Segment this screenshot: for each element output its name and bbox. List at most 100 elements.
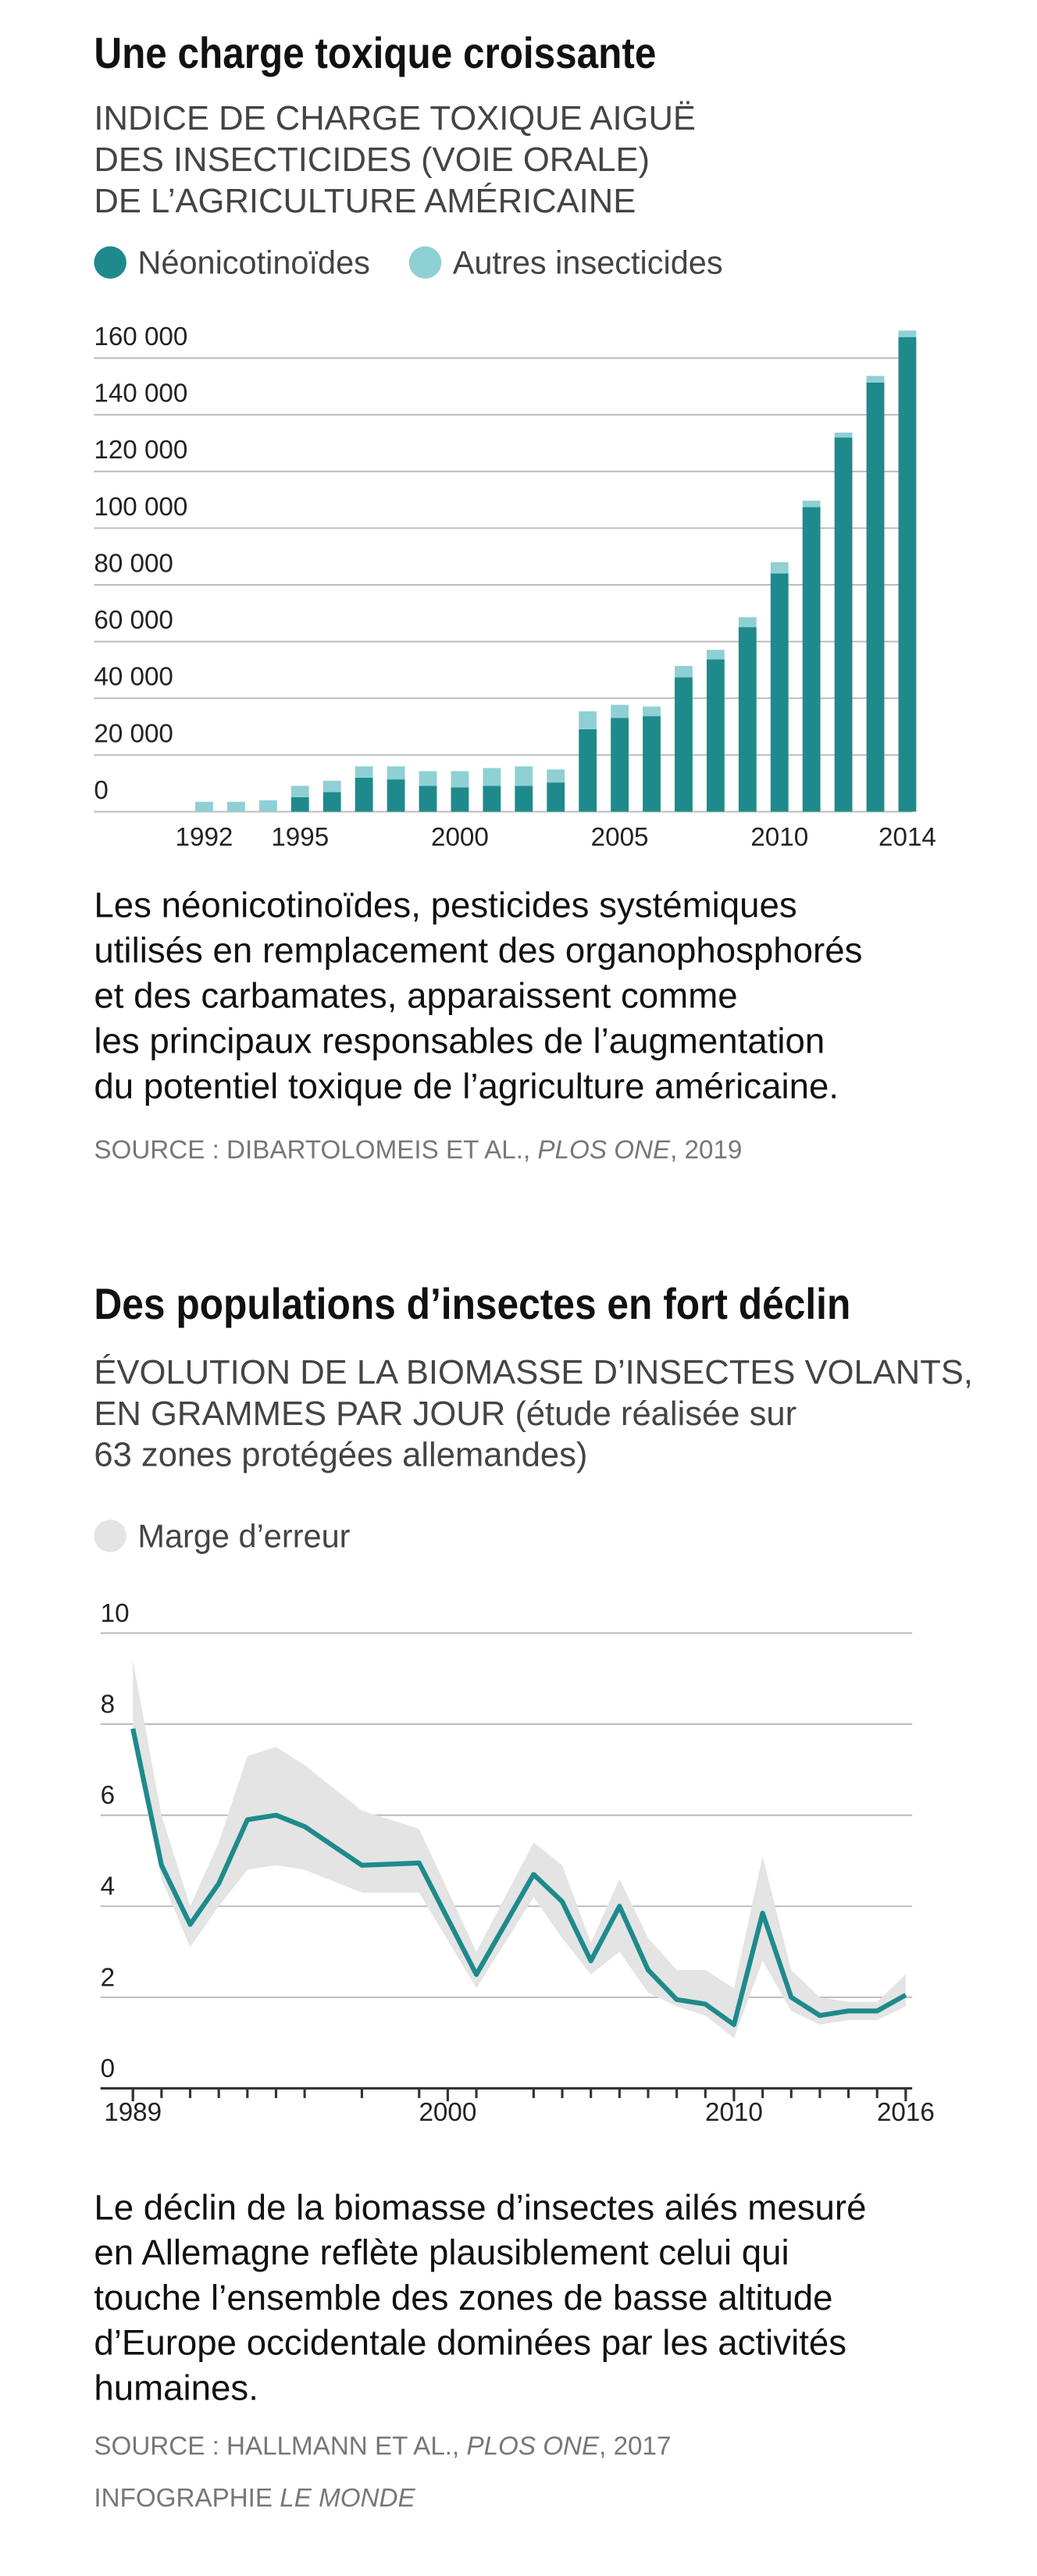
source-part: SOURCE : DIBARTOLOMEIS ET AL., — [94, 1136, 537, 1165]
bar-segment — [483, 768, 501, 786]
bar-segment — [258, 800, 277, 812]
bar-segment — [195, 801, 213, 812]
bar-segment — [290, 796, 309, 812]
bar-segment — [419, 786, 437, 812]
y-tick-label: 20 000 — [94, 719, 173, 748]
x-tick-label: 2000 — [431, 823, 489, 852]
chart-title: Des populations d’insectes en fort décli… — [94, 1279, 850, 1328]
y-tick-label: 2 — [101, 1963, 115, 1992]
bar-segment — [290, 786, 309, 797]
bar-segment — [866, 376, 885, 383]
note-line: Le déclin de la biomasse d’insectes ailé… — [94, 2188, 866, 2228]
source: SOURCE : HALLMANN ET AL., PLOS ONE, 2017 — [94, 2432, 671, 2460]
credit-part: LE MONDE — [280, 2484, 415, 2513]
note-line: utilisés en remplacement des organophosp… — [94, 930, 862, 970]
y-tick-label: 6 — [101, 1781, 115, 1810]
legend-swatch — [94, 246, 127, 279]
bar-segment — [643, 706, 661, 717]
bar-segment — [834, 433, 853, 438]
subtitle: EN GRAMMES PAR JOUR (étude réalisée sur — [94, 1395, 796, 1433]
y-tick-label: 160 000 — [94, 322, 187, 351]
x-tick-label: 1989 — [104, 2098, 162, 2127]
y-tick-label: 8 — [101, 1691, 115, 1719]
bar-segment — [675, 665, 693, 678]
bar-segment — [706, 659, 725, 812]
source-part: SOURCE : HALLMANN ET AL., — [94, 2432, 466, 2460]
subtitle: DE L’AGRICULTURE AMÉRICAINE — [94, 182, 636, 220]
note-line: touche l’ensemble des zones de basse alt… — [94, 2278, 832, 2318]
y-tick-label: 140 000 — [94, 379, 187, 408]
bar-segment — [898, 337, 917, 812]
x-tick-label: 2005 — [591, 823, 649, 852]
note-line: humaines. — [94, 2368, 258, 2407]
note-line: du potentiel toxique de l’agriculture am… — [94, 1067, 839, 1106]
legend-label: Marge d’erreur — [137, 1517, 350, 1554]
credit-part: INFOGRAPHIE — [94, 2484, 280, 2513]
legend-label: Autres insecticides — [453, 244, 723, 281]
x-tick-label: 2014 — [878, 823, 936, 852]
bar-segment — [738, 617, 757, 628]
x-tick-label: 1992 — [176, 823, 233, 852]
bar-segment — [643, 716, 661, 812]
bar-segment — [738, 627, 757, 812]
bar-segment — [579, 711, 597, 729]
bar-segment — [387, 766, 405, 780]
bar-segment — [323, 780, 341, 793]
bar-segment — [802, 501, 821, 508]
note-line: les principaux responsables de l’augment… — [94, 1021, 825, 1061]
bar-segment — [355, 766, 373, 778]
bar-segment — [515, 766, 533, 786]
subtitle: INDICE DE CHARGE TOXIQUE AIGUË — [94, 100, 696, 137]
y-tick-label: 40 000 — [94, 663, 173, 692]
bar-segment — [706, 650, 725, 660]
bar-segment — [515, 786, 533, 812]
source: SOURCE : DIBARTOLOMEIS ET AL., PLOS ONE,… — [94, 1136, 742, 1165]
bar-segment — [866, 382, 885, 812]
source-part: , 2019 — [670, 1136, 742, 1165]
chart-title: Une charge toxique croissante — [94, 28, 656, 77]
y-tick-label: 60 000 — [94, 606, 173, 635]
bar-segment — [451, 771, 469, 788]
x-tick-label: 2010 — [750, 823, 808, 852]
y-tick-label: 80 000 — [94, 549, 173, 578]
data-line — [130, 1728, 907, 2027]
bar-segment — [770, 573, 789, 812]
subtitle: DES INSECTICIDES (VOIE ORALE) — [94, 141, 650, 179]
legend-swatch — [94, 1520, 127, 1552]
y-tick-label: 0 — [101, 2054, 115, 2083]
bar-segment — [802, 507, 821, 812]
bar-segment — [579, 729, 597, 812]
note-line: en Allemagne reflète plausiblement celui… — [94, 2232, 789, 2272]
x-tick-label: 2016 — [877, 2098, 935, 2127]
subtitle: 63 zones protégées allemandes) — [94, 1437, 587, 1474]
bar-segment — [611, 718, 629, 812]
bar-segment — [675, 677, 693, 812]
source-part: PLOS ONE — [537, 1136, 671, 1165]
source-part: PLOS ONE — [466, 2432, 600, 2460]
bar-segment — [483, 786, 501, 812]
note-line: Les néonicotinoïdes, pesticides systémiq… — [94, 885, 796, 925]
error-band — [133, 1660, 906, 2039]
y-tick-label: 4 — [101, 1872, 115, 1901]
legend-swatch — [408, 246, 442, 279]
bar-segment — [387, 779, 405, 812]
bar-segment — [323, 792, 341, 812]
x-tick-label: 2000 — [419, 2098, 476, 2127]
bar-segment — [834, 437, 853, 812]
x-tick-label: 2010 — [705, 2098, 763, 2127]
x-tick-label: 1995 — [271, 823, 329, 852]
subtitle: ÉVOLUTION DE LA BIOMASSE D’INSECTES VOLA… — [94, 1353, 973, 1391]
y-tick-label: 10 — [101, 1599, 130, 1628]
bar-segment — [547, 782, 565, 812]
y-tick-label: 100 000 — [94, 493, 187, 522]
source-part: , 2017 — [599, 2432, 671, 2460]
note-line: et des carbamates, apparaissent comme — [94, 976, 737, 1016]
bar-segment — [770, 561, 789, 574]
y-tick-label: 120 000 — [94, 436, 187, 465]
bar-segment — [451, 787, 469, 812]
bar-segment — [898, 330, 917, 337]
bar-segment — [226, 801, 245, 812]
legend-label: Néonicotinoïdes — [137, 244, 370, 281]
